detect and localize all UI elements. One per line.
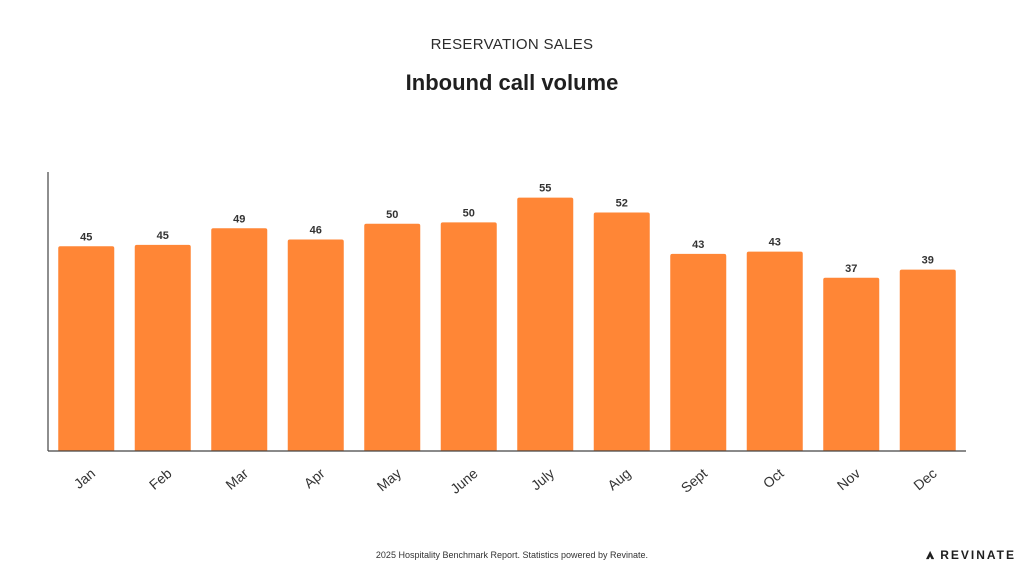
bar-may [364, 223, 421, 451]
bar-dec [899, 269, 956, 451]
x-tick-oct: Oct [760, 465, 787, 491]
data-label-aug: 52 [616, 198, 628, 210]
data-label-oct: 43 [769, 237, 781, 249]
x-tick-feb: Feb [146, 465, 175, 493]
data-label-apr: 46 [310, 225, 322, 237]
x-tick-aug: Aug [604, 465, 633, 493]
x-tick-june: June [447, 465, 481, 497]
bar-jan [58, 246, 115, 451]
data-label-sept: 43 [692, 239, 704, 251]
chart-eyebrow: RESERVATION SALES [430, 36, 594, 53]
x-tick-jan: Jan [71, 465, 99, 492]
bar-aug [593, 212, 650, 451]
data-label-feb: 45 [157, 230, 169, 242]
data-label-nov: 37 [845, 263, 857, 275]
bar-feb [134, 244, 191, 451]
data-label-may: 50 [386, 209, 398, 221]
x-tick-july: July [528, 465, 557, 493]
data-label-dec: 39 [922, 255, 934, 267]
bar-mar [211, 228, 268, 451]
data-label-mar: 49 [233, 213, 245, 225]
x-tick-sept: Sept [678, 465, 710, 496]
bar-oct [746, 251, 803, 451]
bar-july [517, 197, 574, 451]
x-tick-nov: Nov [834, 465, 863, 493]
brand-name: REVINATE [940, 548, 1016, 562]
bar-june [440, 222, 497, 451]
data-label-jan: 45 [80, 231, 92, 243]
brand-logo: REVINATE [926, 546, 1016, 564]
footer-note: 2025 Hospitality Benchmark Report. Stati… [375, 550, 649, 560]
x-tick-apr: Apr [301, 465, 328, 491]
bar-sept [670, 253, 727, 451]
chart-title: Inbound call volume [405, 70, 619, 95]
data-label-june: 50 [463, 207, 475, 219]
bar-nov [823, 277, 880, 451]
x-tick-may: May [374, 465, 405, 494]
revinate-logo-icon [926, 550, 935, 560]
x-tick-mar: Mar [222, 465, 251, 493]
data-label-july: 55 [539, 183, 551, 195]
x-tick-dec: Dec [910, 465, 939, 493]
bar-apr [287, 239, 344, 451]
